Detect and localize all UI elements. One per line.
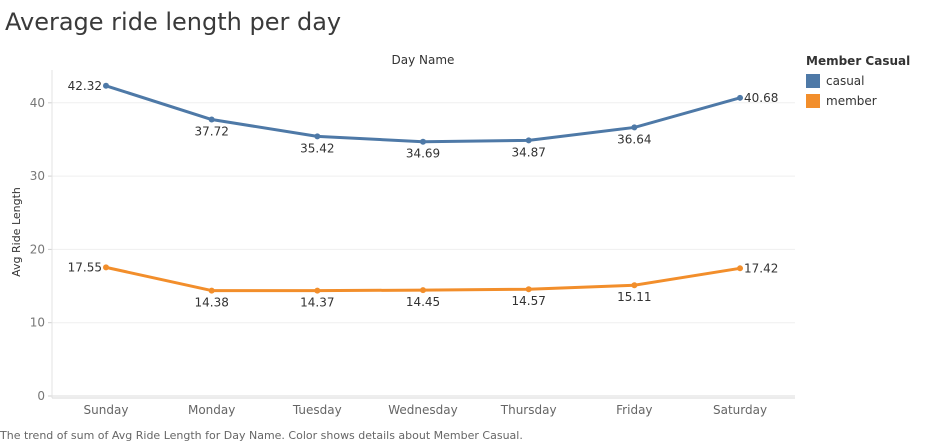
x-tick-label: Monday <box>188 403 235 417</box>
data-label-member: 14.45 <box>406 295 440 309</box>
legend-label-casual: casual <box>826 74 865 88</box>
x-axis-title: Day Name <box>392 53 455 67</box>
chart-title: Average ride length per day <box>5 8 342 36</box>
legend-label-member: member <box>826 94 877 108</box>
legend-item-member[interactable]: member <box>806 91 910 111</box>
data-point-casual[interactable] <box>314 133 321 140</box>
x-tick-label: Thursday <box>500 403 557 417</box>
data-label-member: 14.57 <box>512 294 546 308</box>
data-label-casual: 42.32 <box>68 79 102 93</box>
x-tick-label: Saturday <box>713 403 767 417</box>
legend-swatch-casual <box>806 74 820 88</box>
data-point-casual[interactable] <box>631 124 638 131</box>
legend-title: Member Casual <box>806 54 911 68</box>
y-tick-label: 10 <box>30 316 45 330</box>
data-label-casual: 36.64 <box>617 132 651 146</box>
data-label-casual: 40.68 <box>744 91 778 105</box>
data-point-casual[interactable] <box>420 138 427 145</box>
y-axis: 0 10 20 30 40 <box>30 70 795 403</box>
data-point-member[interactable] <box>525 286 532 293</box>
data-label-member: 17.55 <box>68 260 102 274</box>
data-point-casual[interactable] <box>525 137 532 144</box>
x-tick-label: Wednesday <box>388 403 457 417</box>
data-label-member: 15.11 <box>617 290 651 304</box>
data-point-casual[interactable] <box>737 94 744 101</box>
gridlines <box>52 102 795 397</box>
y-tick-label: 0 <box>37 389 45 403</box>
data-point-member[interactable] <box>314 287 321 294</box>
data-point-casual[interactable] <box>208 116 215 123</box>
data-point-member[interactable] <box>631 282 638 289</box>
data-point-casual[interactable] <box>103 82 109 89</box>
data-point-member[interactable] <box>103 264 109 271</box>
data-label-member: 14.37 <box>300 296 334 310</box>
data-label-casual: 37.72 <box>194 125 228 139</box>
y-axis-title: Avg Ride Length <box>10 187 23 277</box>
y-tick-label: 30 <box>30 169 45 183</box>
series-group: 42.32 37.72 35.42 34.69 34.87 36.64 40.68 17.55… <box>68 79 779 310</box>
x-tick-label: Friday <box>616 403 652 417</box>
y-tick-label: 40 <box>30 96 45 110</box>
chart-caption: The trend of sum of Avg Ride Length for … <box>0 429 523 442</box>
data-label-casual: 35.42 <box>300 141 334 155</box>
data-point-member[interactable] <box>737 265 744 272</box>
data-label-casual: 34.69 <box>406 147 440 161</box>
x-tick-label: Tuesday <box>292 403 342 417</box>
data-point-member[interactable] <box>420 287 427 294</box>
y-tick-label: 20 <box>30 242 45 256</box>
legend: Member Casual casual member <box>806 54 910 111</box>
legend-item-casual[interactable]: casual <box>806 71 910 91</box>
x-tick-label: Sunday <box>84 403 129 417</box>
data-label-member: 14.38 <box>194 296 228 310</box>
data-label-casual: 34.87 <box>512 145 546 159</box>
x-axis: Sunday Monday Tuesday Wednesday Thursday Frid… <box>84 403 768 417</box>
data-label-member: 17.42 <box>744 261 778 275</box>
data-point-member[interactable] <box>208 287 215 294</box>
legend-swatch-member <box>806 94 820 108</box>
